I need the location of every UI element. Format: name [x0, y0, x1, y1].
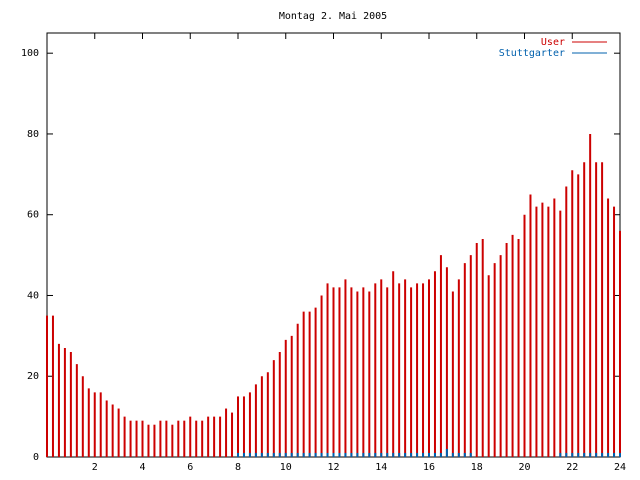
x-tick-label: 12 — [327, 462, 339, 473]
x-tick-label: 14 — [375, 462, 387, 473]
legend-label: Stuttgarter — [499, 48, 565, 59]
x-tick-label: 4 — [139, 462, 145, 473]
y-tick-label: 40 — [27, 290, 39, 301]
x-tick-label: 6 — [187, 462, 193, 473]
legend-label: User — [541, 37, 565, 48]
chart-title: Montag 2. Mai 2005 — [279, 11, 387, 22]
x-tick-label: 24 — [614, 462, 626, 473]
y-tick-label: 20 — [27, 371, 39, 382]
y-tick-label: 0 — [33, 452, 39, 463]
x-tick-label: 10 — [280, 462, 292, 473]
x-tick-label: 2 — [92, 462, 98, 473]
y-tick-label: 60 — [27, 210, 39, 221]
y-tick-label: 100 — [21, 48, 39, 59]
x-tick-label: 22 — [566, 462, 578, 473]
x-tick-label: 16 — [423, 462, 435, 473]
x-tick-label: 8 — [235, 462, 241, 473]
y-tick-label: 80 — [27, 129, 39, 140]
x-tick-label: 18 — [471, 462, 483, 473]
x-tick-label: 20 — [518, 462, 530, 473]
